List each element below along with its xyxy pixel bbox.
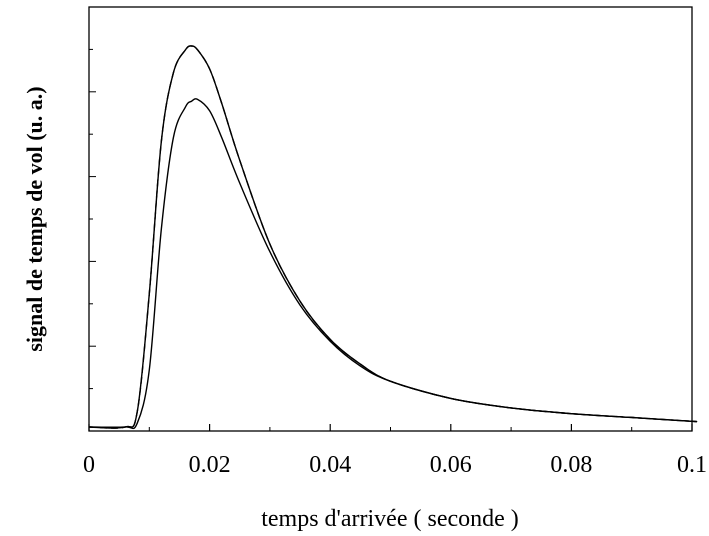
x-tick-label: 0.1 — [677, 452, 707, 478]
x-tick-label: 0.06 — [430, 452, 472, 478]
x-axis-title: temps d'arrivée ( seconde ) — [261, 506, 519, 532]
series-line-3 — [88, 98, 698, 430]
series-layer — [88, 45, 698, 430]
x-tick-label: 0.02 — [189, 452, 231, 478]
x-tick-label: 0 — [83, 452, 95, 478]
x-tick-label: 0.08 — [550, 452, 592, 478]
y-axis-title: signal de temps de vol (u. a.) — [22, 86, 47, 351]
tick-layer: 0 0.02 0.04 0.06 0.08 0.1 — [83, 48, 707, 478]
x-tick-label: 0.04 — [309, 452, 351, 478]
